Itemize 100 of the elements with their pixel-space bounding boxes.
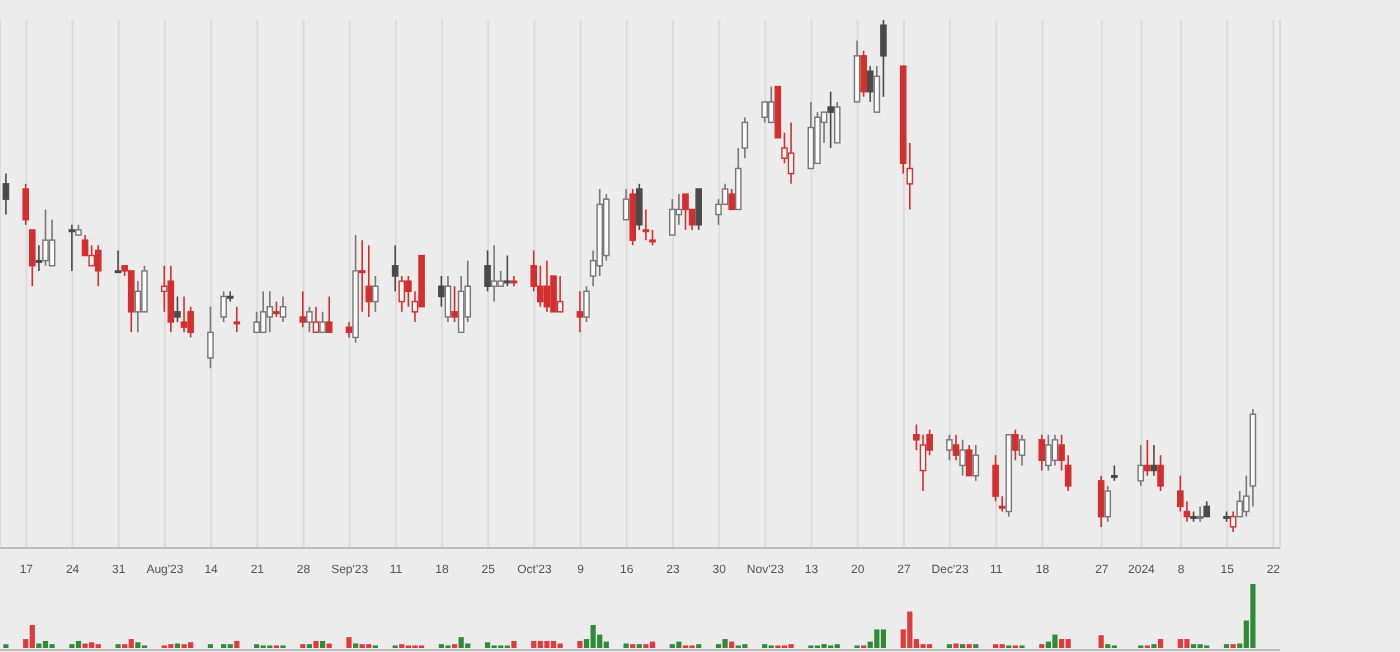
candlestick — [451, 285, 458, 323]
candlestick — [365, 244, 373, 318]
bar — [649, 641, 656, 648]
candlestick — [114, 249, 122, 274]
candlestick — [94, 244, 102, 288]
bar — [722, 639, 728, 648]
candlestick — [1097, 474, 1105, 528]
bar — [128, 639, 134, 648]
candlestick — [88, 244, 95, 267]
candlestick — [319, 311, 326, 334]
candlestick — [629, 188, 636, 247]
candlestick — [833, 101, 841, 144]
bar — [550, 640, 557, 648]
candlestick — [767, 85, 775, 124]
bar — [234, 640, 240, 648]
candlestick — [827, 90, 834, 149]
bar — [676, 641, 682, 648]
candlestick — [972, 444, 980, 482]
bar — [1058, 639, 1065, 648]
candlestick — [636, 183, 643, 231]
candlestick — [28, 229, 36, 288]
candlestick — [1038, 433, 1046, 472]
candlestick — [484, 249, 491, 293]
candlestick — [325, 295, 333, 334]
candlestick — [299, 290, 307, 328]
candlestick — [1104, 485, 1112, 523]
candlestick — [358, 239, 366, 313]
candlestick — [952, 433, 960, 462]
candlestick — [306, 305, 313, 334]
candlestick — [266, 290, 274, 334]
bar — [1157, 639, 1164, 648]
candlestick — [853, 39, 861, 103]
candlestick — [668, 198, 676, 236]
candlestick — [741, 116, 749, 160]
candlestick — [959, 439, 966, 477]
candlestick — [398, 275, 406, 313]
bar — [188, 642, 194, 648]
bar — [89, 642, 95, 648]
candlestick — [174, 295, 181, 323]
bar — [135, 642, 141, 648]
candlestick — [372, 275, 379, 313]
bar — [729, 641, 735, 648]
bar — [42, 640, 49, 648]
bar — [1045, 641, 1051, 648]
bar — [874, 629, 880, 648]
bar — [537, 640, 543, 648]
candlestick — [576, 290, 584, 334]
bar — [880, 629, 887, 648]
bar — [1052, 634, 1058, 648]
candlestick — [556, 275, 564, 313]
bar — [75, 640, 82, 648]
bar — [1065, 639, 1071, 648]
bar — [1250, 584, 1256, 648]
candlestick — [860, 49, 867, 98]
candlestick — [642, 208, 650, 241]
bar — [1184, 639, 1190, 648]
candlestick — [880, 20, 887, 98]
candlestick — [1137, 444, 1145, 487]
candlestick — [68, 224, 76, 272]
candlestick — [728, 188, 735, 211]
candlestick — [965, 444, 973, 477]
candlestick — [207, 305, 214, 369]
candlestick — [42, 208, 49, 267]
bar — [511, 640, 517, 648]
candlestick — [259, 290, 267, 334]
candlestick — [682, 193, 689, 231]
candlestick — [233, 305, 241, 334]
candlestick — [873, 65, 881, 113]
candlestick — [1157, 454, 1164, 492]
candlestick — [787, 121, 795, 185]
bar — [590, 624, 596, 648]
candlestick — [946, 433, 953, 462]
candlestick — [220, 290, 227, 323]
candlestick — [866, 65, 874, 103]
candlestick — [807, 101, 815, 170]
candlestick — [312, 305, 320, 334]
bar — [603, 641, 609, 648]
candlestick — [279, 295, 287, 323]
bar — [531, 640, 537, 648]
candlestick — [438, 275, 445, 308]
candlestick — [1144, 439, 1151, 477]
candlestick — [22, 183, 29, 226]
candlestick — [2, 172, 10, 216]
bar — [313, 640, 319, 648]
bar — [544, 640, 550, 648]
candlestick — [253, 311, 260, 334]
candlestick — [583, 285, 590, 323]
bar — [1098, 635, 1104, 648]
candlestick — [167, 264, 175, 334]
bar — [320, 640, 326, 648]
bar — [484, 642, 491, 648]
bar — [577, 640, 583, 648]
bar — [907, 611, 913, 648]
candlestick — [1018, 433, 1026, 467]
candlestick — [1051, 433, 1059, 467]
candlestick — [1045, 433, 1052, 472]
candlestick — [444, 275, 452, 323]
candlestick — [695, 188, 702, 231]
candlestick — [127, 270, 135, 334]
bar — [346, 637, 352, 648]
